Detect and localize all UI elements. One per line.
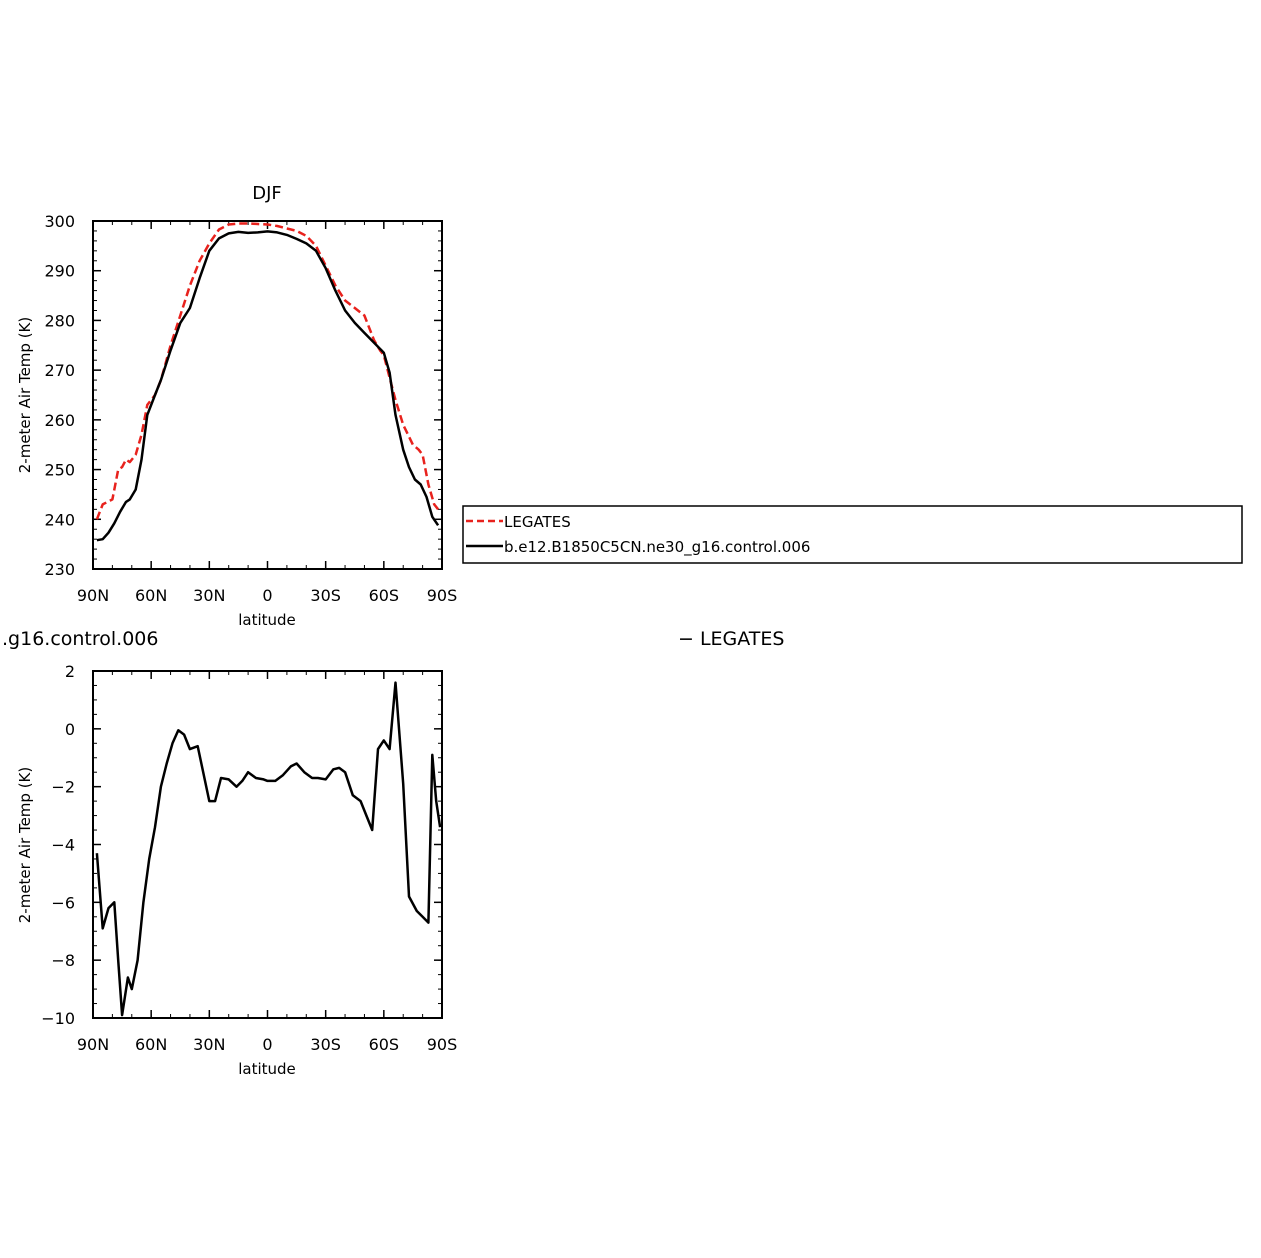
top-x-tick-label: 90N bbox=[77, 586, 109, 605]
top-y-tick-label: 280 bbox=[44, 311, 75, 330]
bottom-x-tick-label: 30N bbox=[193, 1035, 225, 1054]
bottom-y-tick-label: 2 bbox=[65, 662, 75, 681]
legend-box bbox=[462, 505, 1243, 564]
bottom-panel: .g16.control.006 − LEGATES −10 −8 −6 −4 −2 0 2… bbox=[2, 628, 784, 1078]
legend-label-model: b.e12.B1850C5CN.ne30_g16.control.006 bbox=[504, 538, 810, 557]
top-series-lines bbox=[95, 222, 440, 542]
bottom-chart-title-suffix: − LEGATES bbox=[678, 628, 784, 650]
top-y-tick-label: 260 bbox=[44, 411, 75, 430]
top-y-axis-label: 2-meter Air Temp (K) bbox=[16, 317, 34, 474]
top-chart-title: DJF bbox=[252, 183, 282, 204]
bottom-x-tick-label: 30S bbox=[310, 1035, 341, 1054]
bottom-y-tick-label: −4 bbox=[51, 836, 75, 855]
bottom-x-axis-label: latitude bbox=[238, 1060, 296, 1078]
top-x-tick-label: 60S bbox=[369, 586, 400, 605]
bottom-y-tick-label: −8 bbox=[51, 951, 75, 970]
bottom-y-tick-label: −6 bbox=[51, 893, 75, 912]
bottom-ticks bbox=[92, 670, 443, 1019]
top-x-tick-label: 90S bbox=[427, 586, 458, 605]
bottom-x-tick-label: 60S bbox=[369, 1035, 400, 1054]
bottom-x-tick-labels: 90N 60N 30N 0 30S 60S 90S bbox=[77, 1035, 457, 1054]
legend: LEGATES b.e12.B1850C5CN.ne30_g16.control… bbox=[462, 505, 1243, 564]
bottom-y-tick-label: −2 bbox=[51, 778, 75, 797]
top-x-axis-label: latitude bbox=[238, 611, 296, 629]
bottom-y-axis-label: 2-meter Air Temp (K) bbox=[16, 767, 34, 924]
top-y-tick-label: 250 bbox=[44, 461, 75, 480]
bottom-x-tick-label: 90S bbox=[427, 1035, 458, 1054]
top-x-tick-label: 0 bbox=[262, 586, 272, 605]
bottom-y-tick-labels: −10 −8 −6 −4 −2 0 2 bbox=[41, 662, 75, 1028]
top-y-tick-label: 240 bbox=[44, 510, 75, 529]
bottom-chart-title: .g16.control.006 bbox=[2, 628, 158, 650]
top-y-tick-label: 230 bbox=[44, 560, 75, 579]
bottom-x-tick-label: 0 bbox=[262, 1035, 272, 1054]
top-panel: DJF 230 240 250 260 270 280 290 300 90N 60N 30N 0 3… bbox=[16, 183, 457, 629]
top-series-line-0 bbox=[95, 222, 440, 520]
legend-label-legates: LEGATES bbox=[504, 513, 571, 531]
top-x-tick-label: 30S bbox=[310, 586, 341, 605]
top-y-tick-labels: 230 240 250 260 270 280 290 300 bbox=[44, 212, 75, 579]
bottom-x-tick-label: 60N bbox=[135, 1035, 167, 1054]
top-y-tick-label: 300 bbox=[44, 212, 75, 231]
top-series-line-1 bbox=[96, 230, 440, 542]
top-y-tick-label: 290 bbox=[44, 262, 75, 281]
bottom-y-tick-label: −10 bbox=[41, 1009, 75, 1028]
bottom-plot-frame bbox=[92, 670, 443, 1019]
bottom-x-tick-label: 90N bbox=[77, 1035, 109, 1054]
top-x-tick-label: 30N bbox=[193, 586, 225, 605]
bottom-y-tick-label: 0 bbox=[65, 720, 75, 739]
top-y-tick-label: 270 bbox=[44, 361, 75, 380]
top-plot-frame bbox=[92, 220, 443, 570]
bottom-series-line-0 bbox=[95, 681, 442, 1017]
top-x-tick-labels: 90N 60N 30N 0 30S 60S 90S bbox=[77, 586, 457, 605]
top-ticks bbox=[92, 220, 443, 570]
bottom-series-lines bbox=[95, 681, 442, 1017]
top-x-tick-label: 60N bbox=[135, 586, 167, 605]
